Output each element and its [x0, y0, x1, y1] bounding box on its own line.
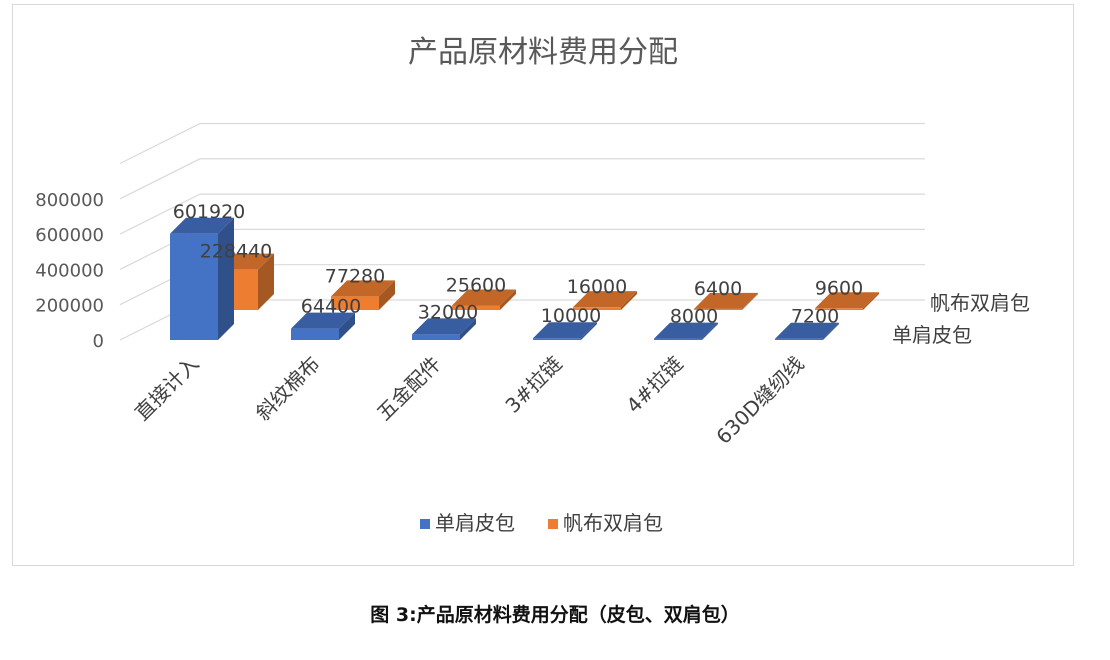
data-label: 10000 — [541, 305, 601, 327]
bar-s1-c4-top — [694, 292, 758, 309]
data-label: 7200 — [791, 306, 839, 328]
bar-s0-c5-top — [775, 322, 839, 339]
x-tick-label: 630D缝纫线 — [711, 352, 808, 449]
bar-s1-c3-front — [573, 307, 621, 310]
y-tick-label: 400000 — [35, 260, 104, 281]
depth-label-series-2: 帆布双肩包 — [930, 291, 1030, 315]
gridline-side-top — [119, 122, 201, 165]
bar-s1-c4-front — [694, 308, 742, 310]
data-label: 6400 — [694, 278, 742, 300]
data-label: 77280 — [325, 265, 385, 287]
bar-s0-c0-front — [170, 233, 218, 340]
bar-s0-c4-front — [654, 338, 702, 340]
depth-label-series-1: 单肩皮包 — [892, 323, 972, 347]
y-tick-label: 200000 — [35, 296, 104, 317]
legend-label-2: 帆布双肩包 — [563, 511, 663, 535]
bar-s0-c4-side — [702, 322, 718, 340]
bar-s1-c5-top — [815, 292, 879, 309]
y-tick-label: 800000 — [35, 190, 104, 211]
figure-caption: 图 3:产品原材料费用分配（皮包、双肩包） — [370, 604, 740, 626]
data-label: 25600 — [446, 274, 506, 296]
bar-s0-c5-side — [823, 322, 839, 340]
bar-s0-c2-top — [412, 318, 476, 335]
bar-s1-c0-side — [258, 253, 274, 310]
bar-s1-c3-side — [621, 291, 637, 310]
bar-s1-c1-side — [379, 280, 395, 310]
bar-s1-c2-top — [452, 289, 516, 306]
bar-s0-c3-top — [533, 322, 597, 339]
x-tick-label: 3#拉链 — [500, 352, 566, 418]
bar-s0-c2-side — [460, 318, 476, 340]
bar-s0-c0-top — [170, 217, 234, 234]
bar-s1-c5-front — [815, 308, 863, 310]
data-label: 601920 — [173, 201, 246, 223]
gridline-side-3 — [119, 193, 201, 235]
bar-s0-c1-front — [291, 328, 339, 340]
legend-swatch-1 — [420, 519, 430, 529]
data-label: 64400 — [301, 296, 361, 318]
data-label: 228440 — [200, 241, 273, 263]
data-label: 9600 — [815, 277, 863, 299]
chart-svg: 产品原材料费用分配 0 200000 400000 600000 800000 601920… — [35, 35, 1030, 535]
bar-s0-c3-front — [533, 338, 581, 340]
bar-s1-c2-front — [452, 305, 500, 310]
bar-s0-c2-front — [412, 334, 460, 340]
bar-s1-c3-top — [573, 291, 637, 308]
bar-s1-c1-front — [331, 296, 379, 310]
y-tick-label: 0 — [93, 331, 104, 352]
x-tick-label: 五金配件 — [372, 352, 446, 426]
bar-s0-c1-side — [339, 312, 355, 340]
x-tick-label: 斜纹棉布 — [251, 352, 325, 426]
bar-s1-c2-side — [500, 289, 516, 310]
data-label: 16000 — [567, 276, 627, 298]
bar-s1-c5-side — [863, 292, 879, 310]
bar-s0-c1-top — [291, 312, 355, 329]
bar-s0-c4-top — [654, 322, 718, 339]
x-tick-label: 4#拉链 — [621, 352, 687, 418]
bar-s0-c0-side — [218, 217, 234, 340]
gridline-side-4 — [119, 158, 201, 200]
bar-s0-c5-front — [775, 338, 823, 340]
chart-title: 产品原材料费用分配 — [408, 35, 678, 70]
y-tick-label: 600000 — [35, 225, 104, 246]
bar-s0-c3-side — [581, 322, 597, 340]
bar-s1-c4-side — [742, 292, 758, 310]
data-label: 8000 — [670, 306, 718, 328]
legend-swatch-2 — [548, 519, 558, 529]
bar-s1-c1-top — [331, 280, 395, 297]
x-tick-label: 直接计入 — [130, 352, 204, 426]
legend-label-1: 单肩皮包 — [435, 511, 515, 535]
data-label: 32000 — [418, 301, 478, 323]
